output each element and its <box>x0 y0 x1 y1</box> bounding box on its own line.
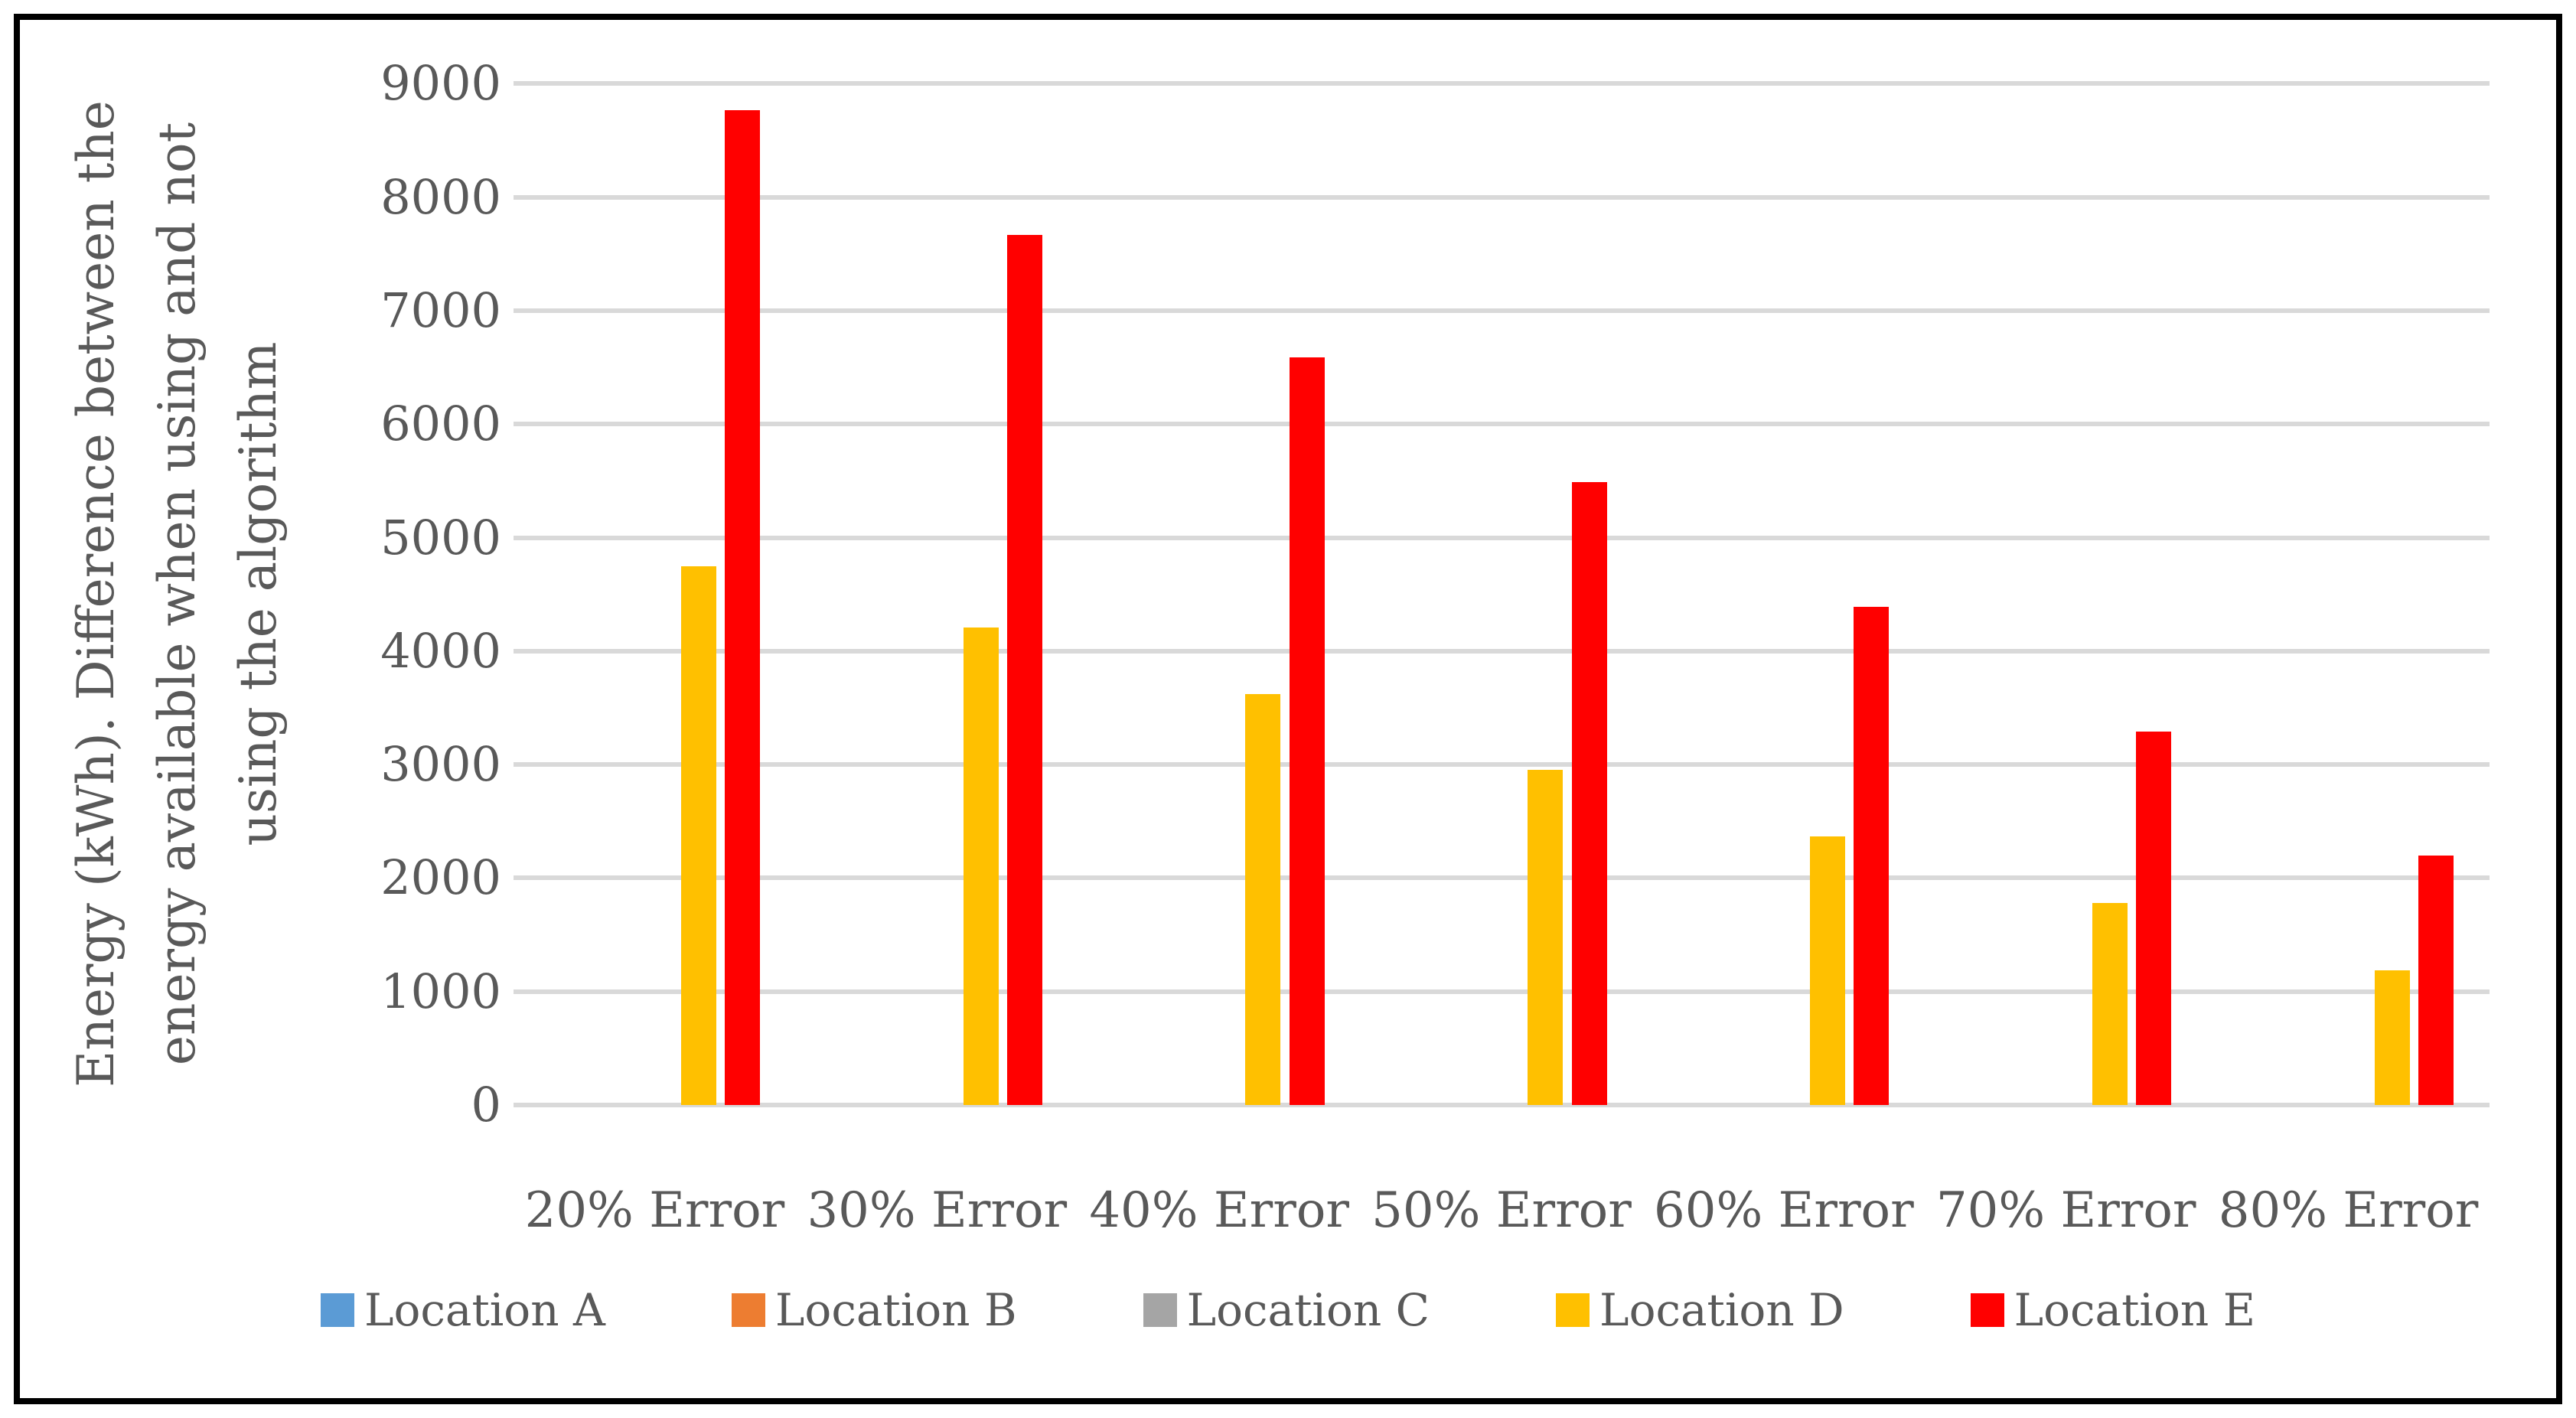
y-tick-label: 0 <box>471 1077 501 1133</box>
x-category-label: 60% Error <box>1654 1182 1914 1239</box>
bar-location-d-30-error <box>963 627 999 1105</box>
y-axis-title-line: Energy (kWh). Difference between the <box>67 100 126 1087</box>
x-category-label: 30% Error <box>807 1182 1068 1239</box>
bar-location-e-30-error <box>1006 234 1042 1105</box>
chart-border <box>14 14 2562 1404</box>
gridline <box>514 308 2490 313</box>
x-category-label: 80% Error <box>2218 1182 2479 1239</box>
y-tick-label: 6000 <box>380 396 501 452</box>
legend-label: Location A <box>364 1284 605 1336</box>
gridline <box>514 762 2490 768</box>
y-axis-title-line: energy available when using and not <box>148 122 207 1066</box>
legend-item-location-c: Location C <box>1143 1284 1430 1336</box>
bar-location-e-80-error <box>2418 856 2454 1105</box>
gridline <box>514 648 2490 654</box>
bar-location-d-60-error <box>1810 836 1846 1105</box>
y-tick-label: 1000 <box>380 963 501 1019</box>
gridline <box>514 422 2490 427</box>
legend-item-location-a: Location A <box>320 1284 605 1336</box>
gridline <box>514 1103 2490 1107</box>
x-category-label: 70% Error <box>1935 1182 2196 1239</box>
gridline <box>514 989 2490 994</box>
gridline <box>514 194 2490 200</box>
bar-location-e-60-error <box>1854 606 1890 1105</box>
y-axis-title-line: using the algorithm <box>229 341 288 846</box>
y-tick-label: 7000 <box>380 282 501 338</box>
gridline <box>514 535 2490 540</box>
legend: Location A Location B Location C Location D… <box>0 1276 2576 1344</box>
legend-label: Location E <box>2014 1284 2256 1336</box>
legend-label: Location C <box>1186 1284 1430 1336</box>
bar-location-d-50-error <box>1528 769 1564 1105</box>
bar-location-d-20-error <box>680 566 716 1105</box>
legend-label: Location D <box>1599 1284 1844 1336</box>
gridline <box>514 81 2490 86</box>
y-tick-label: 2000 <box>380 849 501 906</box>
bar-location-e-20-error <box>725 110 761 1105</box>
legend-swatch-icon <box>731 1293 765 1327</box>
legend-item-location-b: Location B <box>731 1284 1017 1336</box>
x-category-label: 50% Error <box>1371 1182 1632 1239</box>
y-tick-label: 5000 <box>380 509 501 566</box>
bar-location-e-40-error <box>1289 357 1325 1105</box>
legend-swatch-icon <box>1143 1293 1177 1327</box>
legend-label: Location B <box>774 1284 1017 1336</box>
bar-location-d-40-error <box>1245 694 1281 1105</box>
bar-location-e-70-error <box>2136 732 2172 1105</box>
gridline <box>514 875 2490 881</box>
legend-swatch-icon <box>1970 1293 2004 1327</box>
legend-item-location-e: Location E <box>1970 1284 2256 1336</box>
y-axis-title: Energy (kWh). Difference between the ene… <box>51 51 304 1137</box>
x-category-label: 40% Error <box>1089 1182 1349 1239</box>
x-category-label: 20% Error <box>524 1182 785 1239</box>
legend-item-location-d: Location D <box>1556 1284 1844 1336</box>
y-tick-label: 4000 <box>380 622 501 679</box>
y-tick-label: 3000 <box>380 736 501 793</box>
y-tick-label: 8000 <box>380 168 501 225</box>
bar-location-d-70-error <box>2092 903 2128 1105</box>
legend-swatch-icon <box>1556 1293 1590 1327</box>
bar-location-e-50-error <box>1571 481 1607 1105</box>
y-tick-label: 9000 <box>380 55 501 112</box>
legend-swatch-icon <box>320 1293 354 1327</box>
bar-location-d-80-error <box>2374 970 2410 1105</box>
